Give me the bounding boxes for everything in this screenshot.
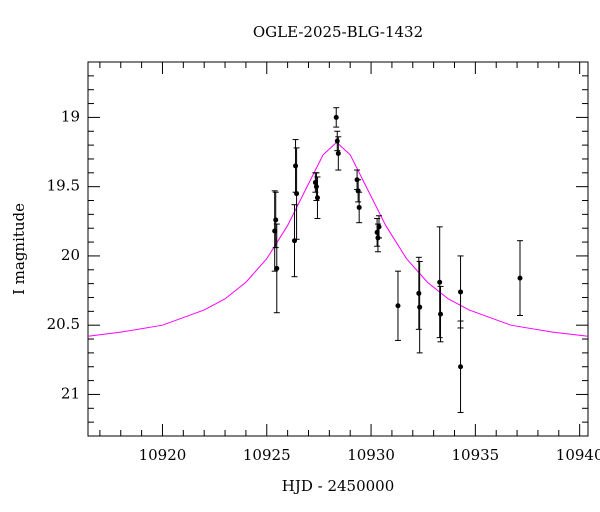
data-point (376, 224, 382, 230)
data-point (356, 204, 362, 210)
x-axis-label: HJD - 2450000 (282, 477, 395, 495)
data-point (335, 150, 341, 156)
data-point (437, 279, 443, 285)
y-tick-label: 19 (61, 107, 80, 125)
data-point (417, 304, 423, 310)
x-tick-label: 10920 (139, 446, 187, 464)
data-point (517, 275, 523, 281)
x-tick-label: 10935 (451, 446, 499, 464)
data-point (458, 364, 464, 370)
data-point (274, 265, 280, 271)
y-tick-label: 19.5 (47, 177, 80, 195)
y-axis-label: I magnitude (10, 203, 28, 295)
model-curve (87, 141, 589, 337)
data-point (438, 311, 444, 317)
data-point (293, 163, 299, 169)
data-point (334, 138, 340, 144)
y-tick-label: 20 (61, 246, 80, 264)
x-tick-label: 10925 (243, 446, 291, 464)
y-tick-label: 21 (61, 384, 80, 402)
x-tick-label: 10930 (347, 446, 395, 464)
data-point (458, 289, 464, 295)
x-tick-label: 10940 (556, 446, 600, 464)
plot-frame (87, 61, 589, 437)
data-point (273, 217, 279, 223)
data-point (313, 184, 319, 190)
data-point (294, 191, 300, 197)
data-point (395, 303, 401, 309)
y-tick-label: 20.5 (47, 315, 80, 333)
data-point (416, 290, 422, 296)
data-point (333, 114, 339, 120)
data-point (292, 238, 298, 244)
chart-title: OGLE-2025-BLG-1432 (253, 23, 423, 41)
data-point (314, 195, 320, 201)
